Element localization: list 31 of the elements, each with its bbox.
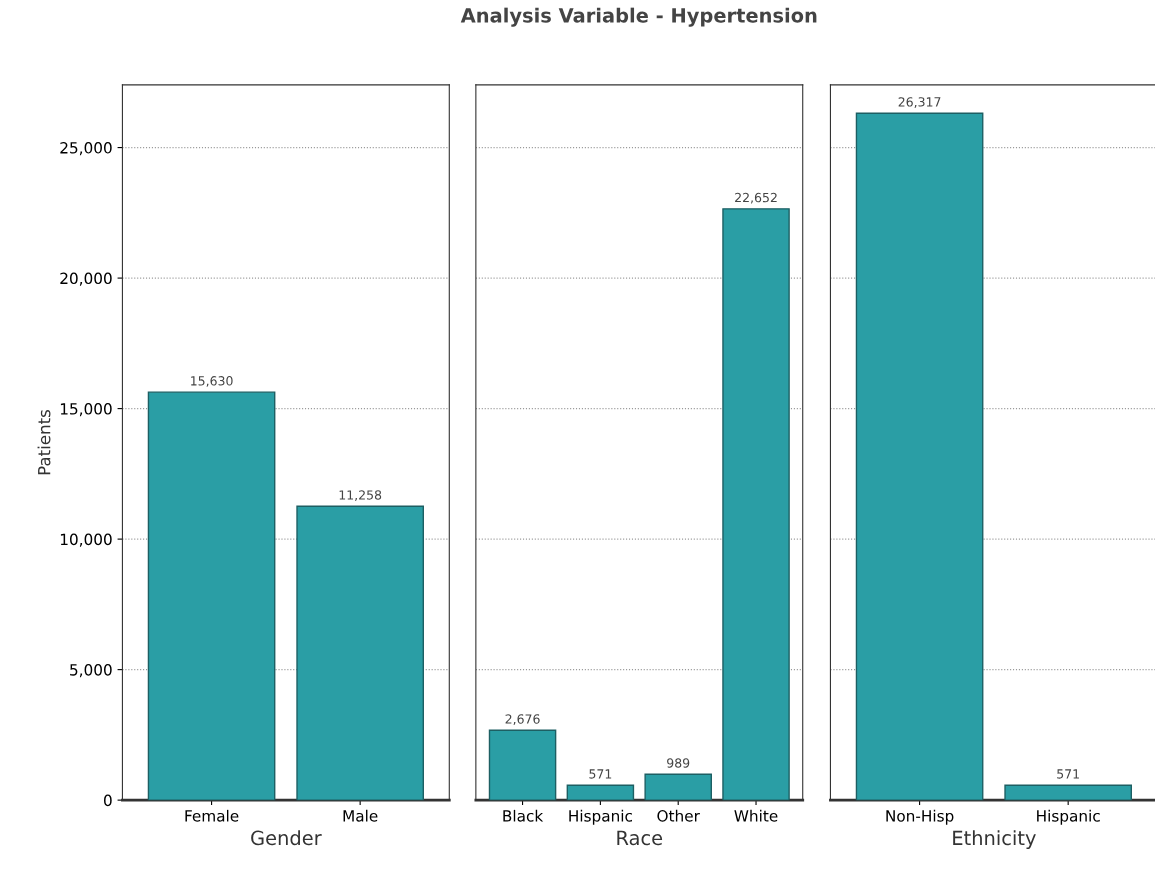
data-label: 26,317 bbox=[898, 97, 941, 108]
x-tick-label: Other bbox=[657, 809, 700, 822]
data-label: 15,630 bbox=[191, 376, 233, 387]
bar bbox=[722, 208, 790, 801]
x-tick-label: Hispanic bbox=[569, 809, 632, 825]
y-tick-label: 15,000 bbox=[60, 403, 112, 417]
x-tick-label: Non-Hisp bbox=[886, 809, 954, 825]
x-axis-title: Race bbox=[617, 830, 663, 846]
data-label: 571 bbox=[1057, 769, 1079, 779]
x-tick-label: White bbox=[734, 809, 778, 822]
y-tick-label: 20,000 bbox=[60, 272, 112, 286]
x-tick-label: Male bbox=[343, 809, 378, 822]
y-tick-label: 25,000 bbox=[60, 142, 112, 156]
chart-title: Analysis Variable - Hypertension bbox=[460, 7, 817, 27]
data-label: 2,676 bbox=[505, 714, 540, 725]
x-axis-title: Ethnicity bbox=[953, 830, 1036, 850]
bar bbox=[488, 729, 557, 801]
x-tick-label: Black bbox=[503, 809, 544, 822]
data-label: 11,258 bbox=[339, 490, 382, 501]
data-label: 22,652 bbox=[735, 192, 777, 204]
y-tick-label: 10,000 bbox=[60, 533, 112, 547]
y-axis-title: Patients bbox=[37, 409, 51, 475]
data-label: 989 bbox=[667, 758, 690, 768]
x-axis-title: Gender bbox=[251, 830, 322, 846]
x-tick-label: Hispanic bbox=[1037, 809, 1100, 825]
data-label: 571 bbox=[589, 769, 612, 779]
y-tick-label: 0 bbox=[103, 794, 112, 807]
bar bbox=[644, 773, 712, 801]
y-tick-label: 5,000 bbox=[70, 664, 112, 678]
bar bbox=[566, 784, 635, 801]
x-tick-label: Female bbox=[185, 809, 239, 822]
